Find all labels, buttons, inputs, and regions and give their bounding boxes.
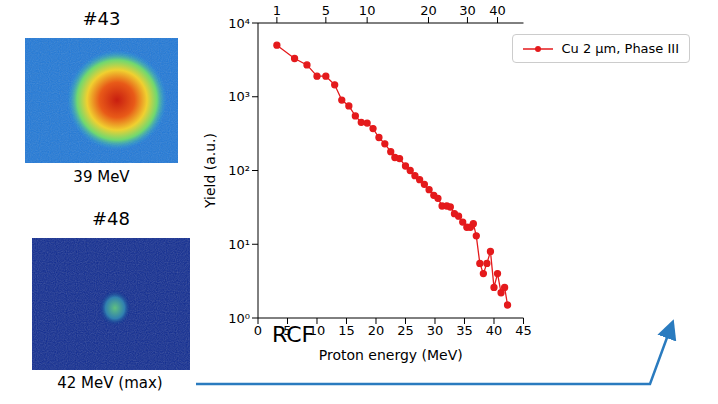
- svg-text:5: 5: [322, 3, 330, 18]
- svg-text:10⁰: 10⁰: [228, 311, 250, 326]
- svg-text:Proton energy (MeV): Proton energy (MeV): [319, 347, 463, 363]
- svg-text:35: 35: [456, 323, 473, 338]
- svg-text:10⁴: 10⁴: [228, 16, 250, 31]
- svg-text:30: 30: [427, 323, 444, 338]
- svg-text:Yield (a.u.): Yield (a.u.): [202, 133, 218, 209]
- svg-text:20: 20: [368, 323, 385, 338]
- svg-text:1: 1: [273, 3, 281, 18]
- svg-text:10: 10: [359, 3, 376, 18]
- svg-text:10³: 10³: [228, 89, 250, 104]
- svg-text:40: 40: [489, 3, 506, 18]
- svg-text:10¹: 10¹: [228, 237, 250, 252]
- svg-text:0: 0: [254, 323, 262, 338]
- svg-text:30: 30: [459, 3, 476, 18]
- svg-text:45: 45: [515, 323, 532, 338]
- svg-text:25: 25: [397, 323, 414, 338]
- svg-text:40: 40: [486, 323, 503, 338]
- svg-text:10²: 10²: [228, 163, 250, 178]
- svg-text:20: 20: [420, 3, 437, 18]
- svg-text:15: 15: [338, 323, 355, 338]
